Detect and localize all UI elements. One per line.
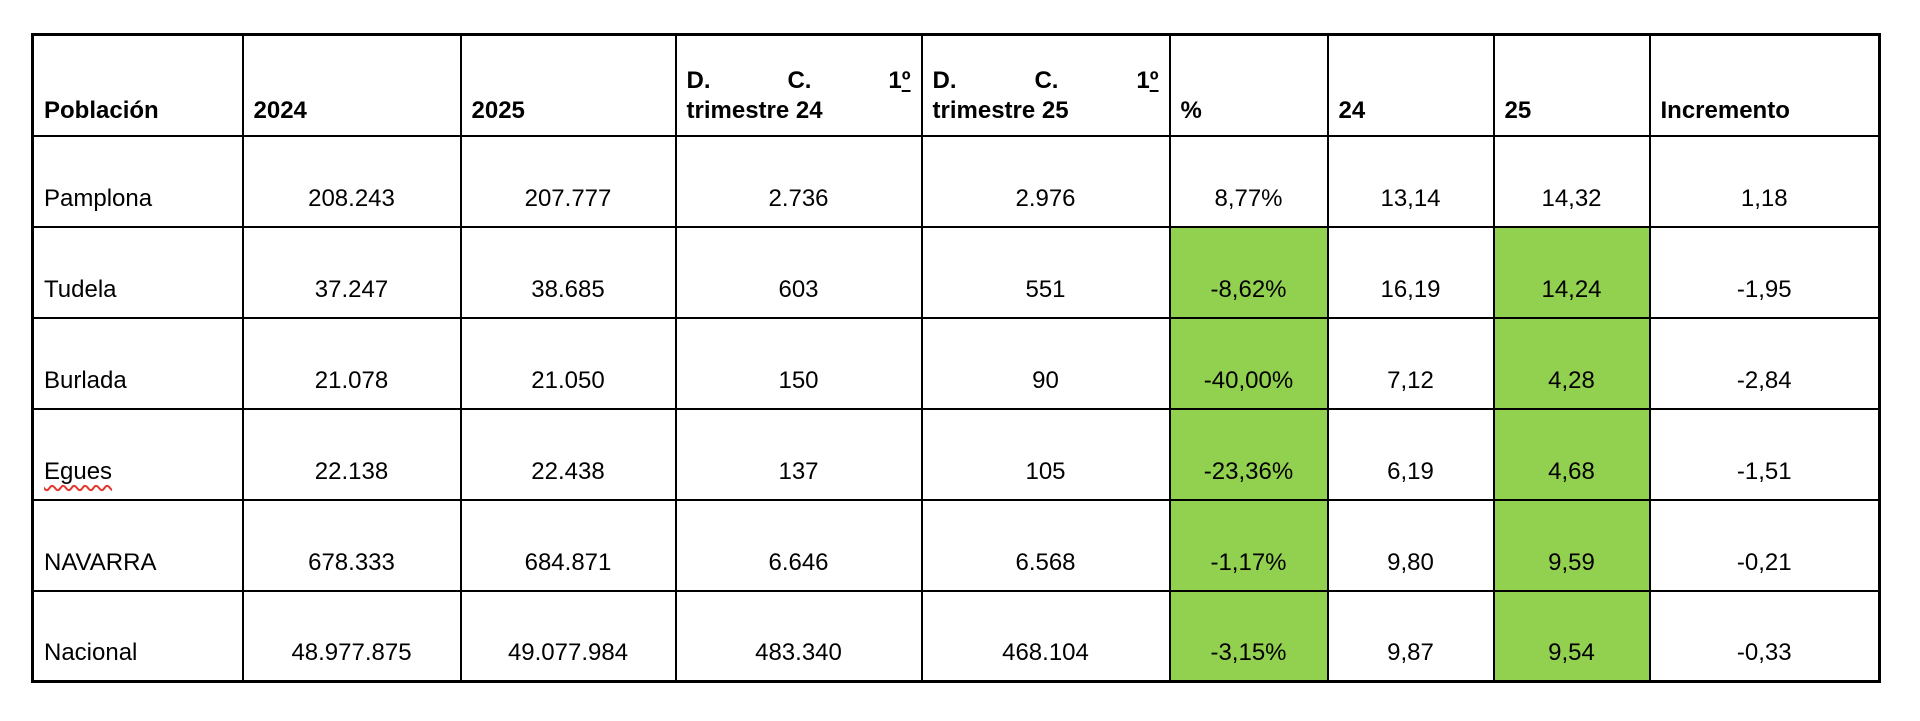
misspelled-word: Egues — [44, 457, 113, 485]
cell-pct-highlighted: -40,00% — [1168, 316, 1329, 410]
cell-pct-highlighted: -3,15% — [1168, 589, 1329, 683]
column-header-incremento: Incremento — [1648, 33, 1881, 137]
cell-dc-trimestre-25: 468.104 — [920, 589, 1171, 683]
ordinal-mark: º — [1149, 66, 1159, 94]
column-header-2025: 2025 — [459, 33, 677, 137]
cell-rate-25-highlighted: 4,68 — [1492, 407, 1651, 501]
cell-poblacion: NAVARRA — [31, 498, 244, 592]
cell-rate-24: 6,19 — [1326, 407, 1495, 501]
cell-2025: 38.685 — [459, 225, 677, 319]
cell-2025: 207.777 — [459, 134, 677, 228]
cell-2024: 48.977.875 — [241, 589, 462, 683]
header-token: D. — [932, 66, 957, 94]
table-row-navarra: NAVARRA 678.333 684.871 6.646 6.568 -1,1… — [31, 498, 1881, 592]
cell-dc-trimestre-24: 150 — [674, 316, 923, 410]
cell-rate-25-highlighted: 9,59 — [1492, 498, 1651, 592]
cell-dc-trimestre-25: 2.976 — [920, 134, 1171, 228]
header-label: 2025 — [471, 96, 525, 124]
cell-pct: 8,77% — [1168, 134, 1329, 228]
ordinal-base: 1 — [1136, 66, 1150, 94]
cell-2024: 22.138 — [241, 407, 462, 501]
cell-rate-24: 9,87 — [1326, 589, 1495, 683]
table-row-tudela: Tudela 37.247 38.685 603 551 -8,62% 16,1… — [31, 225, 1881, 319]
header-row: Población 2024 2025 D. C. 1º trimestre 2… — [31, 33, 1881, 137]
header-line1: D. C. 1º — [687, 66, 911, 96]
cell-poblacion: Pamplona — [31, 134, 244, 228]
cell-2025: 21.050 — [459, 316, 677, 410]
cell-incremento: -0,33 — [1648, 589, 1881, 683]
cell-dc-trimestre-24: 483.340 — [674, 589, 923, 683]
cell-2025: 684.871 — [459, 498, 677, 592]
header-line2: trimestre 25 — [932, 96, 1069, 124]
cell-incremento: 1,18 — [1648, 134, 1881, 228]
cell-poblacion: Burlada — [31, 316, 244, 410]
table-row-pamplona: Pamplona 208.243 207.777 2.736 2.976 8,7… — [31, 134, 1881, 228]
cell-incremento: -2,84 — [1648, 316, 1881, 410]
cell-pct-highlighted: -1,17% — [1168, 498, 1329, 592]
cell-2024: 678.333 — [241, 498, 462, 592]
ordinal-mark: º — [901, 66, 911, 94]
cell-rate-25-highlighted: 9,54 — [1492, 589, 1651, 683]
cell-rate-25: 14,32 — [1492, 134, 1651, 228]
header-label: 25 — [1504, 96, 1532, 124]
population-table: Población 2024 2025 D. C. 1º trimestre 2… — [31, 33, 1881, 683]
cell-2024: 21.078 — [241, 316, 462, 410]
cell-rate-24: 13,14 — [1326, 134, 1495, 228]
header-line2: trimestre 24 — [686, 96, 823, 124]
cell-2024: 208.243 — [241, 134, 462, 228]
cell-poblacion: Tudela — [31, 225, 244, 319]
cell-incremento: -0,21 — [1648, 498, 1881, 592]
cell-dc-trimestre-25: 90 — [920, 316, 1171, 410]
header-label: % — [1180, 96, 1202, 124]
header-line1: D. C. 1º — [933, 66, 1159, 96]
cell-poblacion: Egues — [31, 407, 244, 501]
cell-pct-highlighted: -8,62% — [1168, 225, 1329, 319]
column-header-pct: % — [1168, 33, 1329, 137]
table-row-burlada: Burlada 21.078 21.050 150 90 -40,00% 7,1… — [31, 316, 1881, 410]
cell-dc-trimestre-25: 6.568 — [920, 498, 1171, 592]
ordinal-base: 1 — [888, 66, 902, 94]
cell-incremento: -1,95 — [1648, 225, 1881, 319]
header-token: C. — [787, 66, 812, 94]
column-header-24: 24 — [1326, 33, 1495, 137]
column-header-dc-trimestre-24: D. C. 1º trimestre 24 — [674, 33, 923, 137]
cell-2025: 22.438 — [459, 407, 677, 501]
cell-rate-24: 7,12 — [1326, 316, 1495, 410]
cell-dc-trimestre-24: 603 — [674, 225, 923, 319]
cell-incremento: -1,51 — [1648, 407, 1881, 501]
cell-dc-trimestre-24: 6.646 — [674, 498, 923, 592]
header-token: 1º — [1136, 66, 1158, 96]
header-label: Incremento — [1660, 96, 1790, 124]
cell-2024: 37.247 — [241, 225, 462, 319]
table-row-nacional: Nacional 48.977.875 49.077.984 483.340 4… — [31, 589, 1881, 683]
cell-dc-trimestre-24: 2.736 — [674, 134, 923, 228]
cell-dc-trimestre-24: 137 — [674, 407, 923, 501]
cell-rate-25-highlighted: 4,28 — [1492, 316, 1651, 410]
cell-rate-25-highlighted: 14,24 — [1492, 225, 1651, 319]
cell-poblacion: Nacional — [31, 589, 244, 683]
table-row-egues: Egues 22.138 22.438 137 105 -23,36% 6,19… — [31, 407, 1881, 501]
column-header-dc-trimestre-25: D. C. 1º trimestre 25 — [920, 33, 1171, 137]
cell-pct-highlighted: -23,36% — [1168, 407, 1329, 501]
cell-dc-trimestre-25: 551 — [920, 225, 1171, 319]
cell-dc-trimestre-25: 105 — [920, 407, 1171, 501]
header-token: D. — [686, 66, 711, 94]
column-header-poblacion: Población — [31, 33, 244, 137]
cell-2025: 49.077.984 — [459, 589, 677, 683]
header-label: 2024 — [253, 96, 307, 124]
column-header-2024: 2024 — [241, 33, 462, 137]
cell-rate-24: 9,80 — [1326, 498, 1495, 592]
header-token: 1º — [888, 66, 910, 96]
header-token: C. — [1034, 66, 1059, 94]
cell-rate-24: 16,19 — [1326, 225, 1495, 319]
column-header-25: 25 — [1492, 33, 1651, 137]
header-label: 24 — [1338, 96, 1366, 124]
header-label: Población — [44, 96, 159, 124]
